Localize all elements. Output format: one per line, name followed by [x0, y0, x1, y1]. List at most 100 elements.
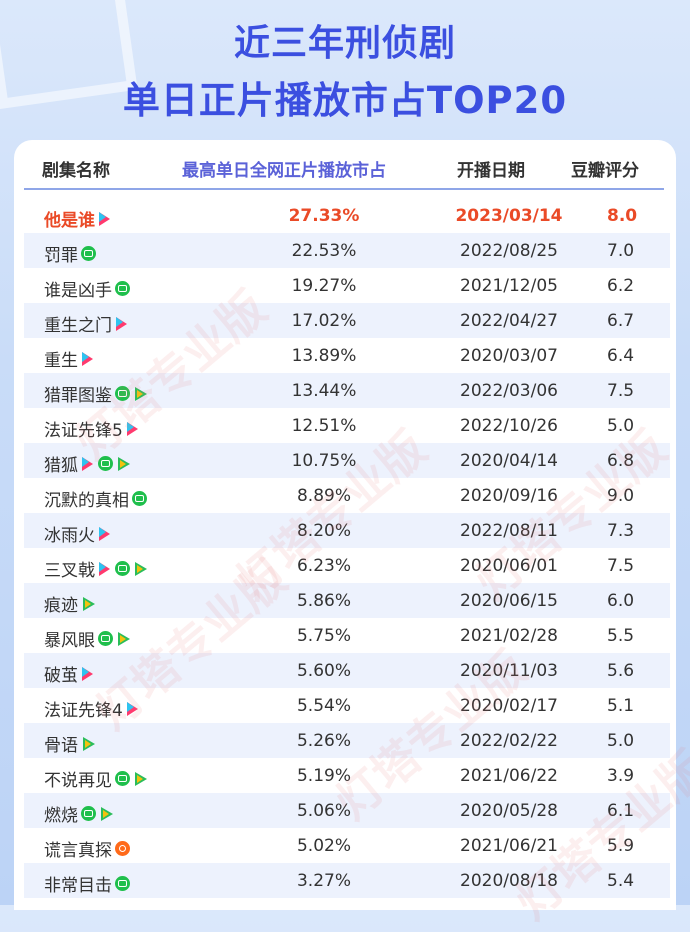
mango-icon	[98, 526, 112, 541]
drama-name: 沉默的真相	[44, 491, 129, 511]
table-row: 猎罪图鉴 13.44% 2022/03/06 7.5	[24, 373, 670, 408]
drama-name-cell: 非常目击	[44, 871, 130, 896]
drama-name-cell: 重生	[44, 346, 95, 371]
mango-icon	[98, 211, 112, 226]
table-row: 他是谁 27.33% 2023/03/14 8.0	[24, 198, 670, 233]
drama-name-cell: 法证先锋5	[44, 416, 140, 441]
score-cell: 5.0	[607, 731, 635, 751]
score-cell: 6.7	[607, 311, 635, 331]
tencent-icon	[116, 456, 130, 471]
drama-name-cell: 重生之门	[44, 311, 129, 336]
tencent-icon	[116, 631, 130, 646]
score-cell: 5.5	[607, 626, 635, 646]
drama-name-cell: 法证先锋4	[44, 696, 140, 721]
drama-name: 燃烧	[44, 806, 78, 826]
table-row: 法证先锋5 12.51% 2022/10/26 5.0	[24, 408, 670, 443]
share-cell: 5.19%	[296, 766, 351, 786]
date-cell: 2022/08/11	[460, 521, 558, 541]
drama-name: 不说再见	[44, 771, 112, 791]
tencent-icon	[133, 561, 147, 576]
drama-name-cell: 他是谁	[44, 206, 112, 231]
date-cell: 2023/03/14	[455, 206, 563, 226]
drama-name: 猎狐	[44, 456, 78, 476]
share-cell: 22.53%	[291, 241, 357, 261]
share-cell: 8.89%	[296, 486, 351, 506]
score-cell: 6.4	[607, 346, 635, 366]
drama-name-cell: 罚罪	[44, 241, 96, 266]
header-date: 开播日期	[457, 161, 525, 181]
drama-name-cell: 痕迹	[44, 591, 95, 616]
tencent-icon	[133, 771, 147, 786]
share-cell: 19.27%	[291, 276, 357, 296]
share-cell: 8.20%	[296, 521, 351, 541]
page-title-line1: 近三年刑侦剧	[233, 23, 456, 64]
drama-name: 重生	[44, 351, 78, 371]
table-row: 不说再见 5.19% 2021/06/22 3.9	[24, 758, 670, 793]
score-cell: 5.0	[607, 416, 635, 436]
mango-icon	[81, 666, 95, 681]
ranking-table-card: 剧集名称 最高单日全网正片播放市占 开播日期 豆瓣评分 他是谁 27.33% 202…	[14, 140, 690, 930]
drama-name: 他是谁	[44, 211, 95, 231]
iqiyi-icon	[115, 876, 130, 891]
drama-name-cell: 冰雨火	[44, 521, 112, 546]
table-row: 法证先锋4 5.54% 2020/02/17 5.1	[24, 688, 670, 723]
score-cell: 5.1	[607, 696, 635, 716]
date-cell: 2022/08/25	[460, 241, 558, 261]
drama-name-cell: 谁是凶手	[44, 276, 130, 301]
tencent-icon	[81, 596, 95, 611]
iqiyi-icon	[115, 771, 130, 786]
date-cell: 2022/02/22	[460, 731, 558, 751]
header-divider	[24, 188, 664, 190]
drama-name: 骨语	[44, 736, 78, 756]
date-cell: 2020/06/01	[460, 556, 558, 576]
mango-icon	[81, 456, 95, 471]
drama-name-cell: 三叉戟	[44, 556, 147, 581]
drama-name: 猎罪图鉴	[44, 386, 112, 406]
mango-icon	[126, 421, 140, 436]
mango-icon	[81, 351, 95, 366]
date-cell: 2020/02/17	[460, 696, 558, 716]
drama-name: 法证先锋5	[44, 421, 123, 441]
drama-name: 冰雨火	[44, 526, 95, 546]
date-cell: 2021/06/21	[460, 836, 558, 856]
table-row: 重生 13.89% 2020/03/07 6.4	[24, 338, 670, 373]
drama-name: 破茧	[44, 666, 78, 686]
table-row: 谁是凶手 19.27% 2021/12/05 6.2	[24, 268, 670, 303]
iqiyi-icon	[115, 281, 130, 296]
header-name: 剧集名称	[42, 161, 110, 181]
tencent-icon	[81, 736, 95, 751]
drama-name-cell: 破茧	[44, 661, 95, 686]
table-row: 罚罪 22.53% 2022/08/25 7.0	[24, 233, 670, 268]
share-cell: 27.33%	[288, 206, 360, 226]
score-cell: 7.5	[607, 556, 635, 576]
drama-name-cell: 暴风眼	[44, 626, 130, 651]
mango-icon	[126, 701, 140, 716]
table-row: 重生之门 17.02% 2022/04/27 6.7	[24, 303, 670, 338]
score-cell: 6.0	[607, 591, 635, 611]
header-score: 豆瓣评分	[571, 161, 639, 181]
date-cell: 2022/04/27	[460, 311, 558, 331]
share-cell: 10.75%	[291, 451, 357, 471]
share-cell: 3.27%	[296, 871, 351, 891]
share-cell: 5.75%	[296, 626, 351, 646]
date-cell: 2021/02/28	[460, 626, 558, 646]
iqiyi-icon	[81, 246, 96, 261]
table-row: 骨语 5.26% 2022/02/22 5.0	[24, 723, 670, 758]
drama-name: 重生之门	[44, 316, 112, 336]
date-cell: 2021/12/05	[460, 276, 558, 296]
drama-name: 法证先锋4	[44, 701, 123, 721]
share-cell: 5.02%	[296, 836, 351, 856]
table-row: 谎言真探 5.02% 2021/06/21 5.9	[24, 828, 670, 863]
score-cell: 7.5	[607, 381, 635, 401]
tencent-icon	[133, 386, 147, 401]
share-cell: 5.86%	[296, 591, 351, 611]
table-row: 破茧 5.60% 2020/11/03 5.6	[24, 653, 670, 688]
mango-icon	[98, 561, 112, 576]
share-cell: 17.02%	[291, 311, 357, 331]
score-cell: 7.3	[607, 521, 635, 541]
date-cell: 2021/06/22	[460, 766, 558, 786]
share-cell: 12.51%	[291, 416, 357, 436]
date-cell: 2020/06/15	[460, 591, 558, 611]
iqiyi-icon	[98, 631, 113, 646]
table-row: 冰雨火 8.20% 2022/08/11 7.3	[24, 513, 670, 548]
